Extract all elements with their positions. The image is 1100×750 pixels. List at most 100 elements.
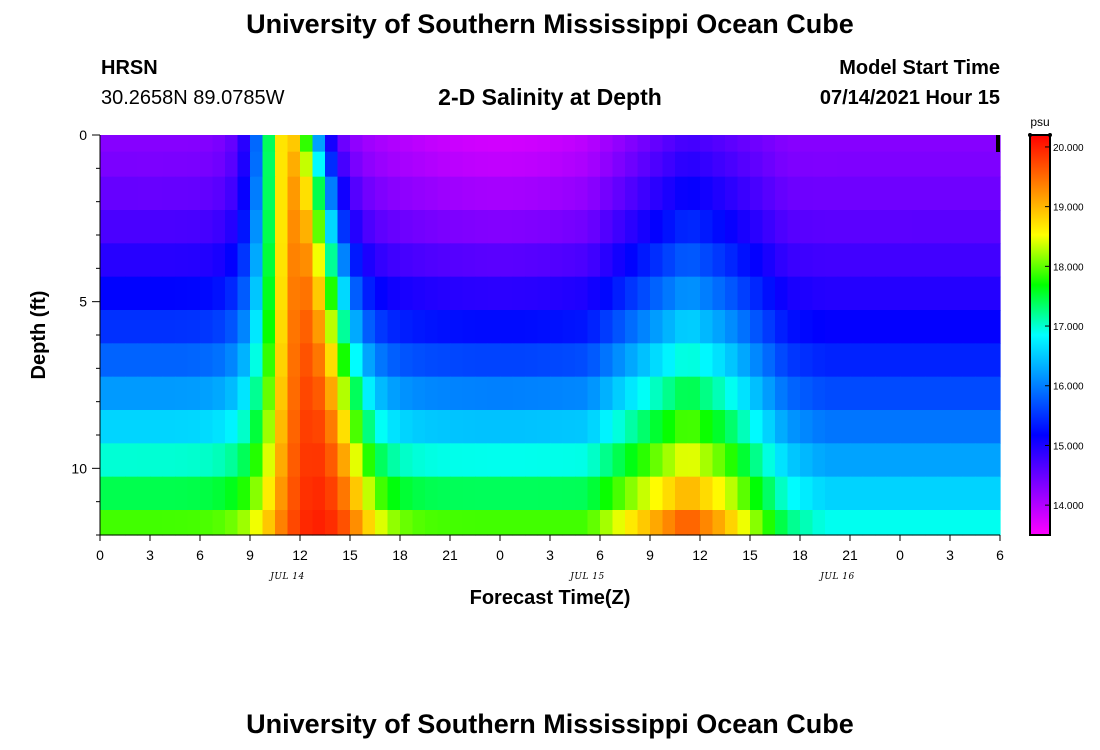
x-tick-label: 0: [96, 547, 104, 563]
heatmap-cell: [275, 176, 289, 211]
heatmap-cell: [825, 443, 839, 478]
heatmap-cell: [137, 510, 151, 536]
heatmap-cell: [675, 376, 689, 411]
heatmap-cell: [300, 510, 314, 536]
heatmap-cell: [937, 135, 951, 153]
heatmap-cell: [775, 176, 789, 211]
heatmap-cell: [975, 410, 989, 444]
heatmap-cell: [375, 135, 389, 153]
heatmap-cell: [125, 243, 139, 278]
heatmap-cell: [887, 210, 901, 244]
heatmap-cell: [300, 276, 314, 311]
heatmap-cell: [787, 410, 801, 444]
heatmap-cell: [975, 243, 989, 278]
heatmap-cell: [925, 410, 939, 444]
heatmap-cell: [300, 410, 314, 444]
heatmap-cell: [875, 410, 889, 444]
heatmap-cell: [387, 310, 401, 344]
heatmap-cell: [437, 410, 451, 444]
heatmap-cell: [525, 410, 539, 444]
x-tick-label: 6: [596, 547, 604, 563]
heatmap-cell: [787, 510, 801, 536]
heatmap-cell: [812, 343, 826, 378]
heatmap-cell: [600, 510, 614, 536]
heatmap-cell: [137, 343, 151, 378]
heatmap-cell: [662, 151, 676, 178]
heatmap-cell: [175, 443, 189, 478]
heatmap-cell: [187, 243, 201, 278]
heatmap-cell: [425, 135, 439, 153]
heatmap-cell: [875, 135, 889, 153]
heatmap-cell: [625, 135, 639, 153]
heatmap-cell: [187, 343, 201, 378]
heatmap-cell: [400, 310, 414, 344]
heatmap-cell: [100, 276, 114, 311]
x-tick-label: 3: [546, 547, 554, 563]
heatmap-cell: [950, 176, 964, 211]
heatmap-cell: [500, 443, 514, 478]
y-tick-label: 0: [79, 127, 87, 143]
heatmap-cell: [412, 510, 426, 536]
heatmap-cell: [525, 310, 539, 344]
heatmap-cell: [212, 210, 226, 244]
heatmap-cell: [837, 151, 851, 178]
heatmap-cell: [187, 210, 201, 244]
heatmap-cell: [475, 176, 489, 211]
heatmap-cell: [412, 176, 426, 211]
heatmap-cell: [425, 210, 439, 244]
heatmap-cell: [475, 476, 489, 511]
y-axis-title: Depth (ft): [28, 291, 50, 380]
heatmap-cell: [237, 410, 251, 444]
heatmap-cell: [762, 410, 776, 444]
heatmap-cell: [300, 176, 314, 211]
heatmap-cell: [687, 443, 701, 478]
heatmap-cell: [350, 410, 364, 444]
heatmap-cell: [575, 151, 589, 178]
heatmap-cell: [225, 310, 239, 344]
heatmap-cell: [200, 443, 214, 478]
heatmap-cell: [775, 410, 789, 444]
heatmap-cell: [775, 243, 789, 278]
heatmap-cell: [137, 176, 151, 211]
heatmap-cell: [462, 410, 476, 444]
heatmap-cell: [150, 343, 164, 378]
heatmap-cell: [475, 343, 489, 378]
heatmap-cell: [350, 243, 364, 278]
heatmap-cell: [700, 310, 714, 344]
heatmap-cell: [625, 210, 639, 244]
heatmap-cell: [987, 410, 1001, 444]
heatmap-cell: [625, 243, 639, 278]
heatmap-cell: [537, 151, 551, 178]
heatmap-cell: [425, 343, 439, 378]
heatmap-cell: [925, 276, 939, 311]
heatmap-cell: [837, 343, 851, 378]
x-tick-label: 21: [442, 547, 458, 563]
heatmap-cell: [225, 476, 239, 511]
heatmap-cell: [550, 510, 564, 536]
heatmap-cell: [150, 176, 164, 211]
heatmap-cell: [337, 443, 351, 478]
heatmap-cell: [650, 276, 664, 311]
heatmap-cell: [637, 476, 651, 511]
heatmap-cell: [450, 243, 464, 278]
heatmap-cell: [387, 276, 401, 311]
heatmap-cell: [950, 135, 964, 153]
heatmap-cell: [625, 443, 639, 478]
heatmap-cell: [875, 476, 889, 511]
heatmap-cell: [950, 276, 964, 311]
heatmap-cell: [287, 135, 301, 153]
heatmap-cell: [187, 276, 201, 311]
heatmap-cell: [700, 476, 714, 511]
heatmap-cell: [437, 151, 451, 178]
heatmap-cell: [587, 376, 601, 411]
colorbar-tick-label: 18.000: [1053, 262, 1084, 273]
corner-marker: [996, 135, 1000, 152]
heatmap-cell: [925, 476, 939, 511]
heatmap-cell: [775, 210, 789, 244]
heatmap-cell: [487, 243, 501, 278]
heatmap-cell: [262, 310, 276, 344]
heatmap-cell: [337, 476, 351, 511]
heatmap-cell: [387, 510, 401, 536]
heatmap-cell: [162, 443, 176, 478]
